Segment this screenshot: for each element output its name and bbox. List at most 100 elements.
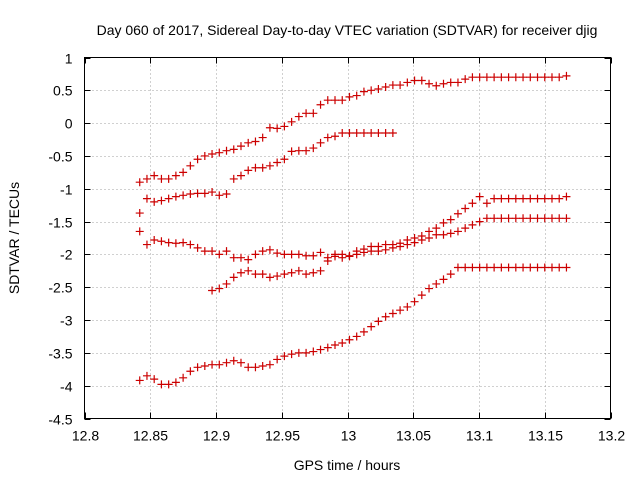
data-point: [446, 270, 455, 279]
data-point: [244, 138, 253, 147]
data-point: [294, 266, 303, 275]
data-point: [555, 214, 564, 223]
data-point: [294, 250, 303, 259]
data-point: [179, 373, 188, 382]
data-point: [309, 268, 318, 277]
data-point: [273, 272, 282, 281]
data-point: [280, 270, 289, 279]
data-point: [497, 263, 506, 272]
data-point: [208, 286, 217, 295]
data-point: [258, 247, 267, 256]
data-point: [244, 266, 253, 275]
data-point: [229, 253, 238, 262]
data-point: [526, 263, 535, 272]
data-point: [352, 332, 361, 341]
data-point: [540, 194, 549, 203]
data-point: [468, 220, 477, 229]
data-point: [280, 155, 289, 164]
data-point: [338, 339, 347, 348]
data-point: [215, 284, 224, 293]
data-point: [150, 171, 159, 180]
data-point: [359, 87, 368, 96]
data-point: [381, 312, 390, 321]
data-point: [309, 144, 318, 153]
data-point: [215, 148, 224, 157]
data-point: [555, 263, 564, 272]
data-point: [425, 234, 434, 242]
data-point: [519, 194, 528, 203]
data-point: [200, 151, 209, 160]
data-point: [388, 81, 397, 90]
data-point: [229, 174, 238, 183]
data-point: [367, 322, 376, 331]
data-point: [222, 190, 231, 199]
data-point: [381, 83, 390, 92]
data-point: [251, 163, 260, 172]
data-point: [265, 245, 274, 254]
data-point: [208, 149, 217, 158]
data-point: [453, 227, 462, 236]
x-axis-ticks: 12.8 12.85 12.9 12.95 13 13.05 13.1 13.15 13.2: [72, 57, 625, 444]
series-satellite-b: [135, 128, 397, 218]
data-point: [475, 192, 484, 201]
data-point: [236, 268, 245, 277]
data-point: [490, 73, 499, 82]
data-point: [193, 243, 202, 252]
data-point: [302, 270, 311, 279]
y-tick-label: 1: [65, 51, 73, 67]
data-point: [193, 155, 202, 164]
data-point: [265, 273, 274, 282]
data-point: [540, 214, 549, 223]
data-point: [396, 306, 405, 315]
x-axis-label: GPS time / hours: [294, 457, 401, 473]
data-point: [547, 263, 556, 272]
data-point: [222, 146, 231, 155]
data-point: [258, 361, 267, 370]
data-point: [388, 243, 397, 252]
data-point: [511, 194, 520, 203]
data-point: [439, 79, 448, 88]
data-point: [323, 343, 332, 352]
data-point: [461, 75, 470, 84]
y-tick-label: 0.5: [53, 83, 73, 99]
x-tick-label: 12.95: [265, 428, 300, 444]
data-point: [179, 191, 188, 200]
data-point: [374, 85, 383, 94]
data-point: [164, 174, 173, 183]
data-point: [352, 128, 361, 137]
data-point: [236, 253, 245, 262]
data-point: [338, 253, 347, 262]
data-point: [453, 78, 462, 87]
data-point: [186, 161, 195, 170]
data-point: [302, 251, 311, 260]
data-point: [511, 214, 520, 223]
data-point: [526, 73, 535, 82]
data-point: [490, 214, 499, 223]
data-point: [331, 252, 340, 261]
data-point: [273, 124, 282, 133]
data-point: [186, 190, 195, 199]
data-point: [425, 79, 434, 88]
data-point: [331, 96, 340, 105]
data-point: [244, 363, 253, 372]
y-tick-label: -1.5: [48, 215, 72, 231]
data-point: [417, 76, 426, 85]
data-point: [323, 133, 332, 142]
data-point: [287, 350, 296, 359]
data-point: [193, 363, 202, 372]
data-point: [179, 238, 188, 247]
y-tick-label: -2: [60, 247, 73, 263]
data-point: [345, 335, 354, 344]
data-point: [251, 137, 260, 146]
data-point: [410, 76, 419, 85]
data-point: [374, 317, 383, 326]
data-point: [367, 247, 376, 256]
data-point: [374, 128, 383, 137]
y-tick-label: -4: [60, 379, 73, 395]
data-point: [229, 356, 238, 365]
x-tick-label: 13: [341, 428, 357, 444]
data-point: [229, 145, 238, 154]
data-point: [265, 360, 274, 369]
data-point: [157, 196, 166, 205]
data-point: [309, 251, 318, 260]
